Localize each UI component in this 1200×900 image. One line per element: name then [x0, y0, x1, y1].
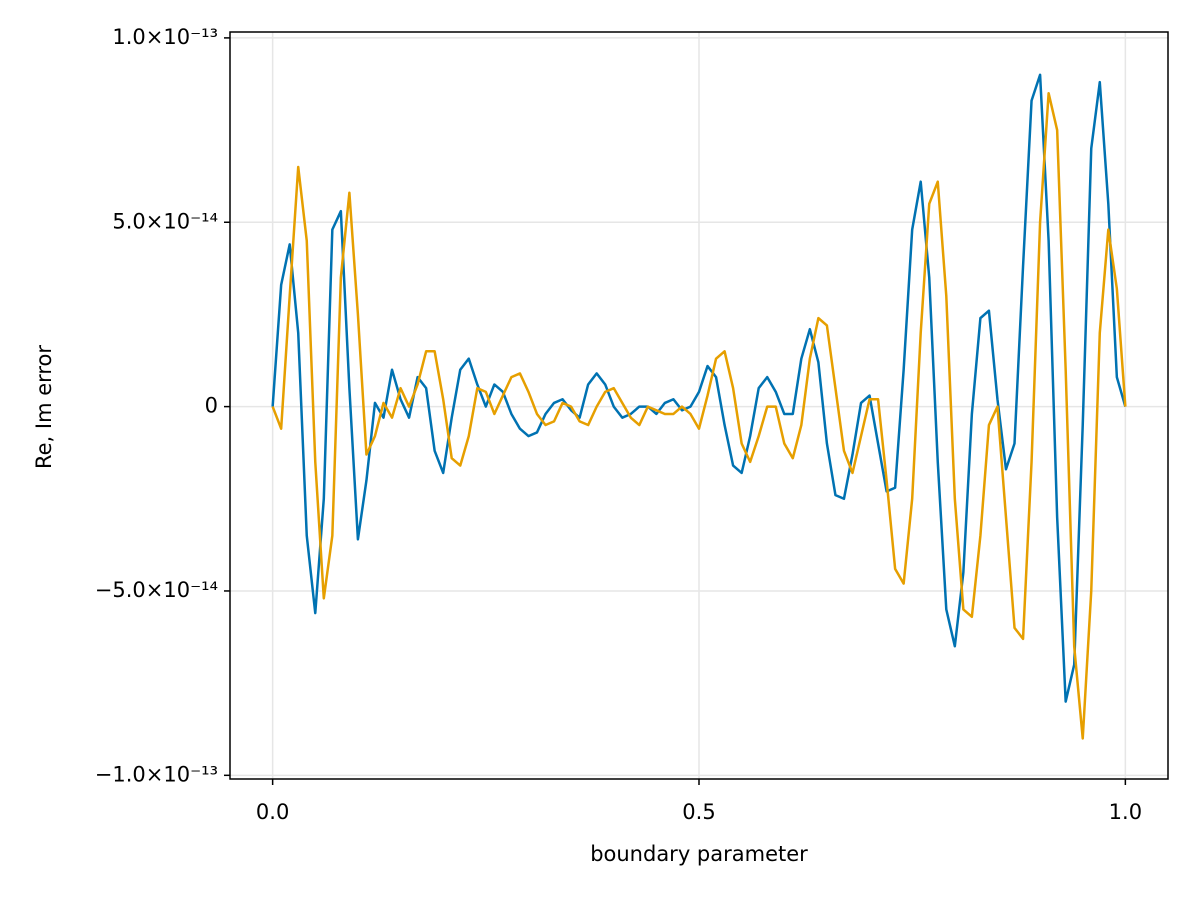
x-axis-label: boundary parameter	[590, 842, 808, 866]
x-tick-label: 0.5	[682, 800, 715, 824]
y-tick-label: 1.0×10⁻¹³	[112, 25, 218, 49]
y-tick-label: 0	[205, 394, 218, 418]
plot-frame	[229, 31, 1169, 780]
y-tick-label: −1.0×10⁻¹³	[95, 762, 218, 786]
x-tick-label: 0.0	[256, 800, 289, 824]
y-tick-label: 5.0×10⁻¹⁴	[112, 209, 218, 233]
y-tick-label: −5.0×10⁻¹⁴	[95, 578, 218, 602]
y-axis-label: Re, Im error	[32, 345, 56, 469]
data-line	[271, 91, 1127, 740]
x-tick-label: 1.0	[1109, 800, 1142, 824]
